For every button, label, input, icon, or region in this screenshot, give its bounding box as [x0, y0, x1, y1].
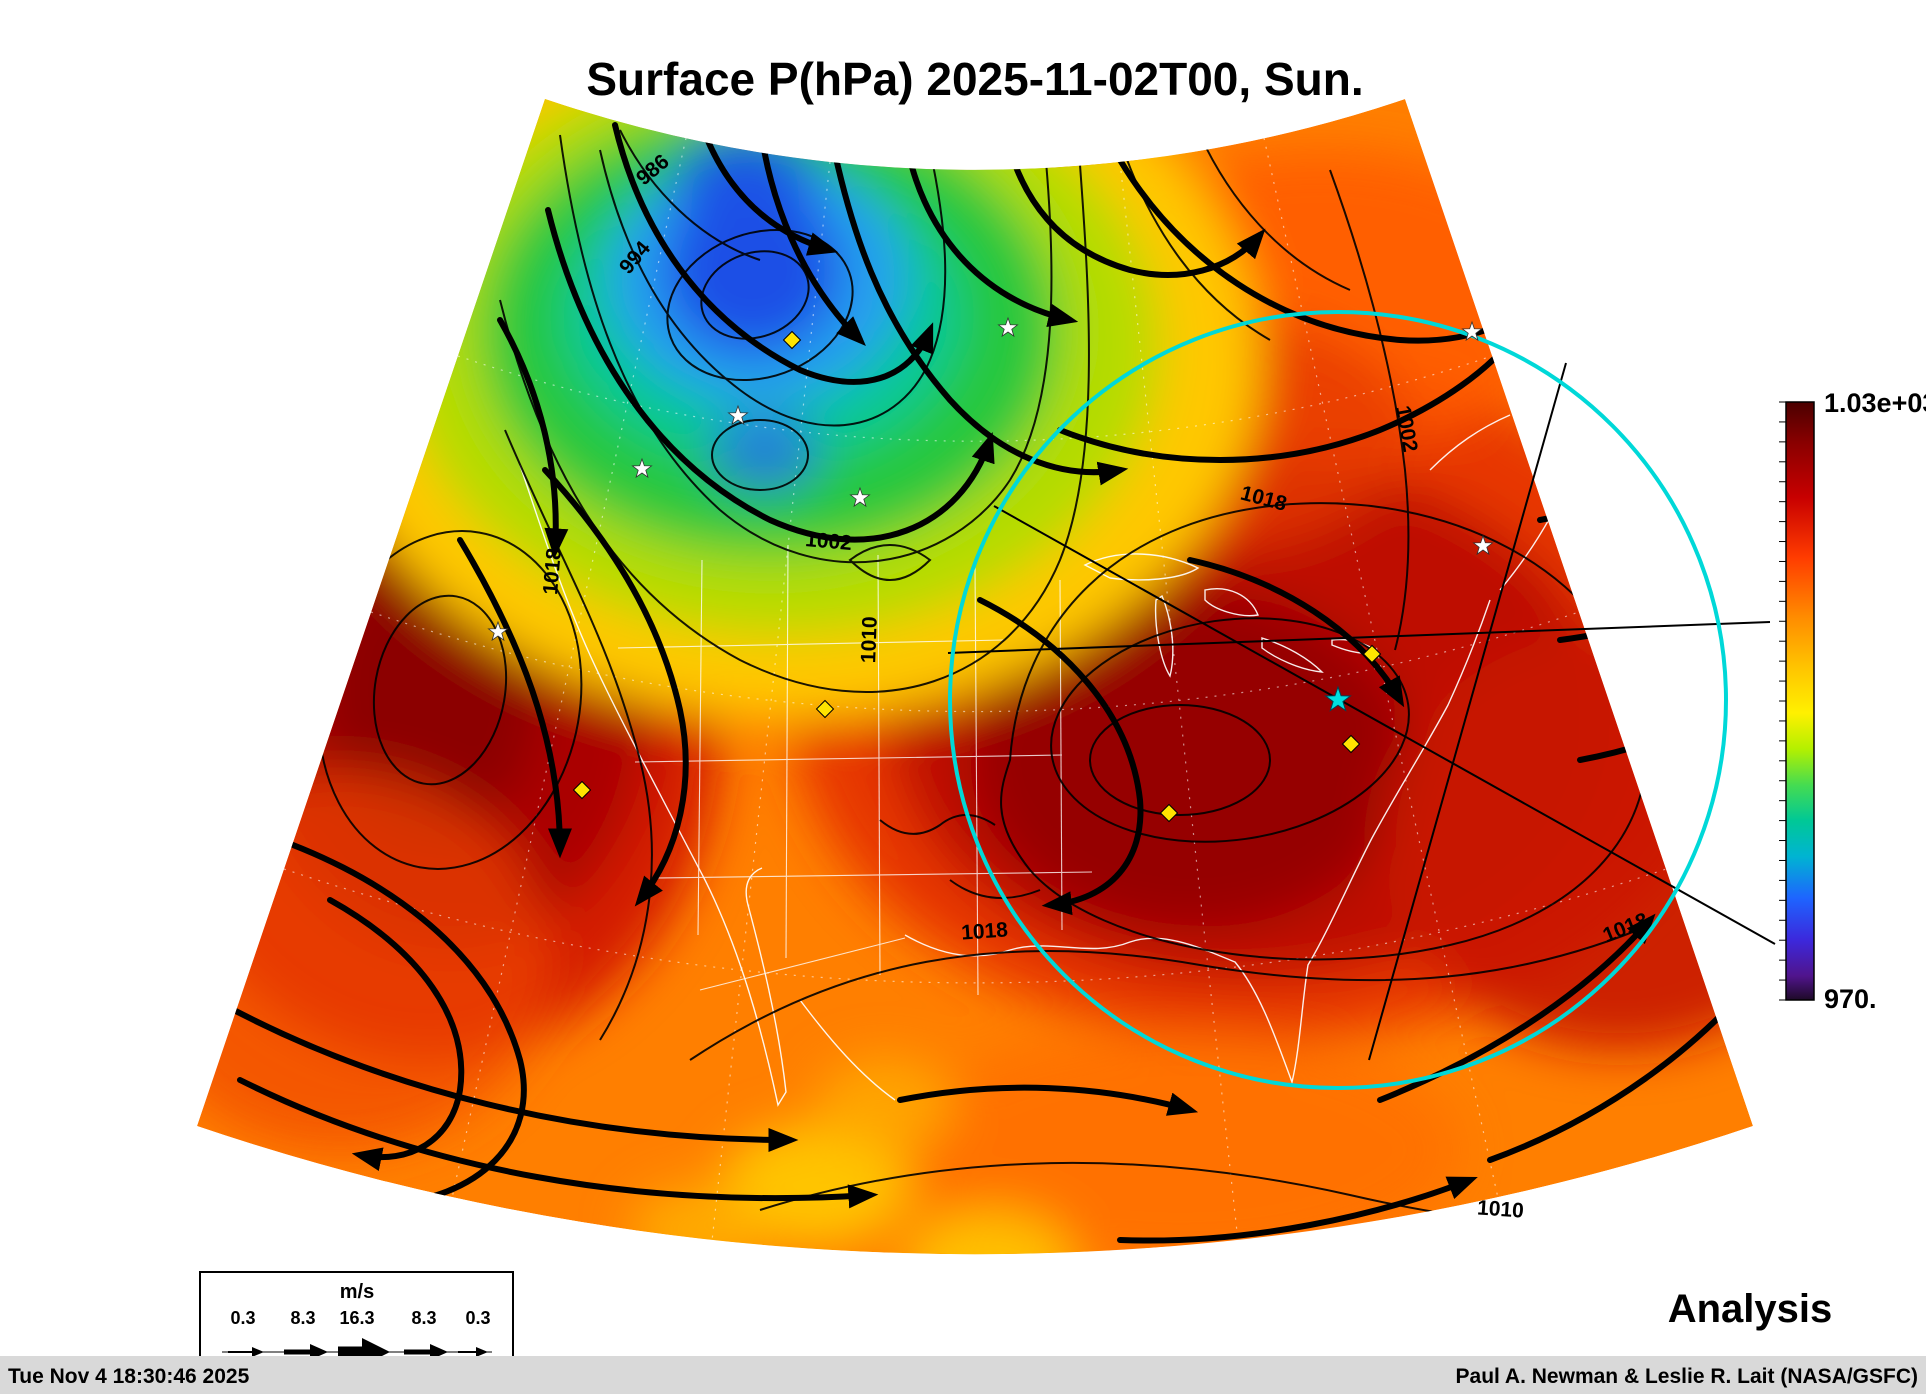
ground-track-line	[1368, 362, 1567, 1061]
contour-label: 1002	[804, 528, 853, 555]
colorbar-min-label: 970.	[1824, 984, 1877, 1014]
geography-outlines	[519, 414, 1566, 1107]
wind-speed-value: 0.3	[465, 1308, 490, 1328]
colorbar-ticks	[1779, 401, 1786, 1001]
ground-track-line	[947, 621, 1771, 654]
footer-background	[0, 1356, 1926, 1394]
wind-speed-value: 0.3	[230, 1308, 255, 1328]
footer-credit: Paul A. Newman & Leslie R. Lait (NASA/GS…	[1456, 1365, 1918, 1388]
footer-bar: Tue Nov 4 18:30:46 2025 Paul A. Newman &…	[0, 1356, 1926, 1394]
wind-speed-value: 16.3	[339, 1308, 374, 1328]
footer-timestamp: Tue Nov 4 18:30:46 2025	[8, 1365, 250, 1388]
wind-legend-unit: m/s	[340, 1281, 374, 1303]
contour-label: 1010	[857, 616, 882, 663]
ground-tracks	[947, 362, 1776, 1061]
map-fan	[197, 99, 1753, 1255]
ground-track-line	[993, 505, 1776, 945]
contour-label: 1018	[960, 918, 1009, 944]
colorbar-max-label: 1.03e+03	[1824, 388, 1926, 418]
wind-speed-value: 8.3	[411, 1308, 436, 1328]
colorbar-gradient	[1785, 401, 1815, 1001]
range-circle	[948, 310, 1728, 1090]
page-title: Surface P(hPa) 2025-11-02T00, Sun.	[586, 53, 1363, 105]
analysis-label: Analysis	[1668, 1287, 1833, 1331]
wind-speed-value: 8.3	[290, 1308, 315, 1328]
contour-label: 1010	[1476, 1196, 1524, 1222]
colorbar: 1.03e+03 970.	[1779, 388, 1926, 1014]
contour-label: 1018	[539, 547, 566, 596]
